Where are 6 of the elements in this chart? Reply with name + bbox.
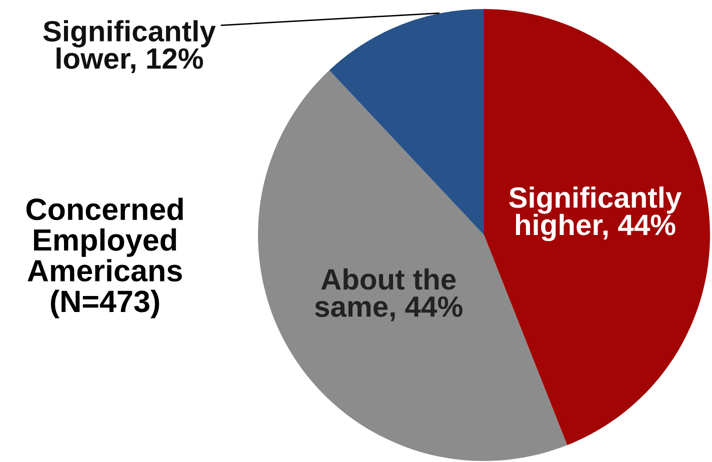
slice-label: About the same, 44% bbox=[315, 268, 462, 322]
slice-label: Significantly higher, 44% bbox=[509, 186, 682, 242]
pie-slice bbox=[329, 9, 484, 235]
text: Concerned Employed Americans (N=473) bbox=[26, 198, 183, 318]
slice-label: Significantly lower, 12% bbox=[43, 20, 216, 74]
pie-slice bbox=[484, 9, 710, 446]
